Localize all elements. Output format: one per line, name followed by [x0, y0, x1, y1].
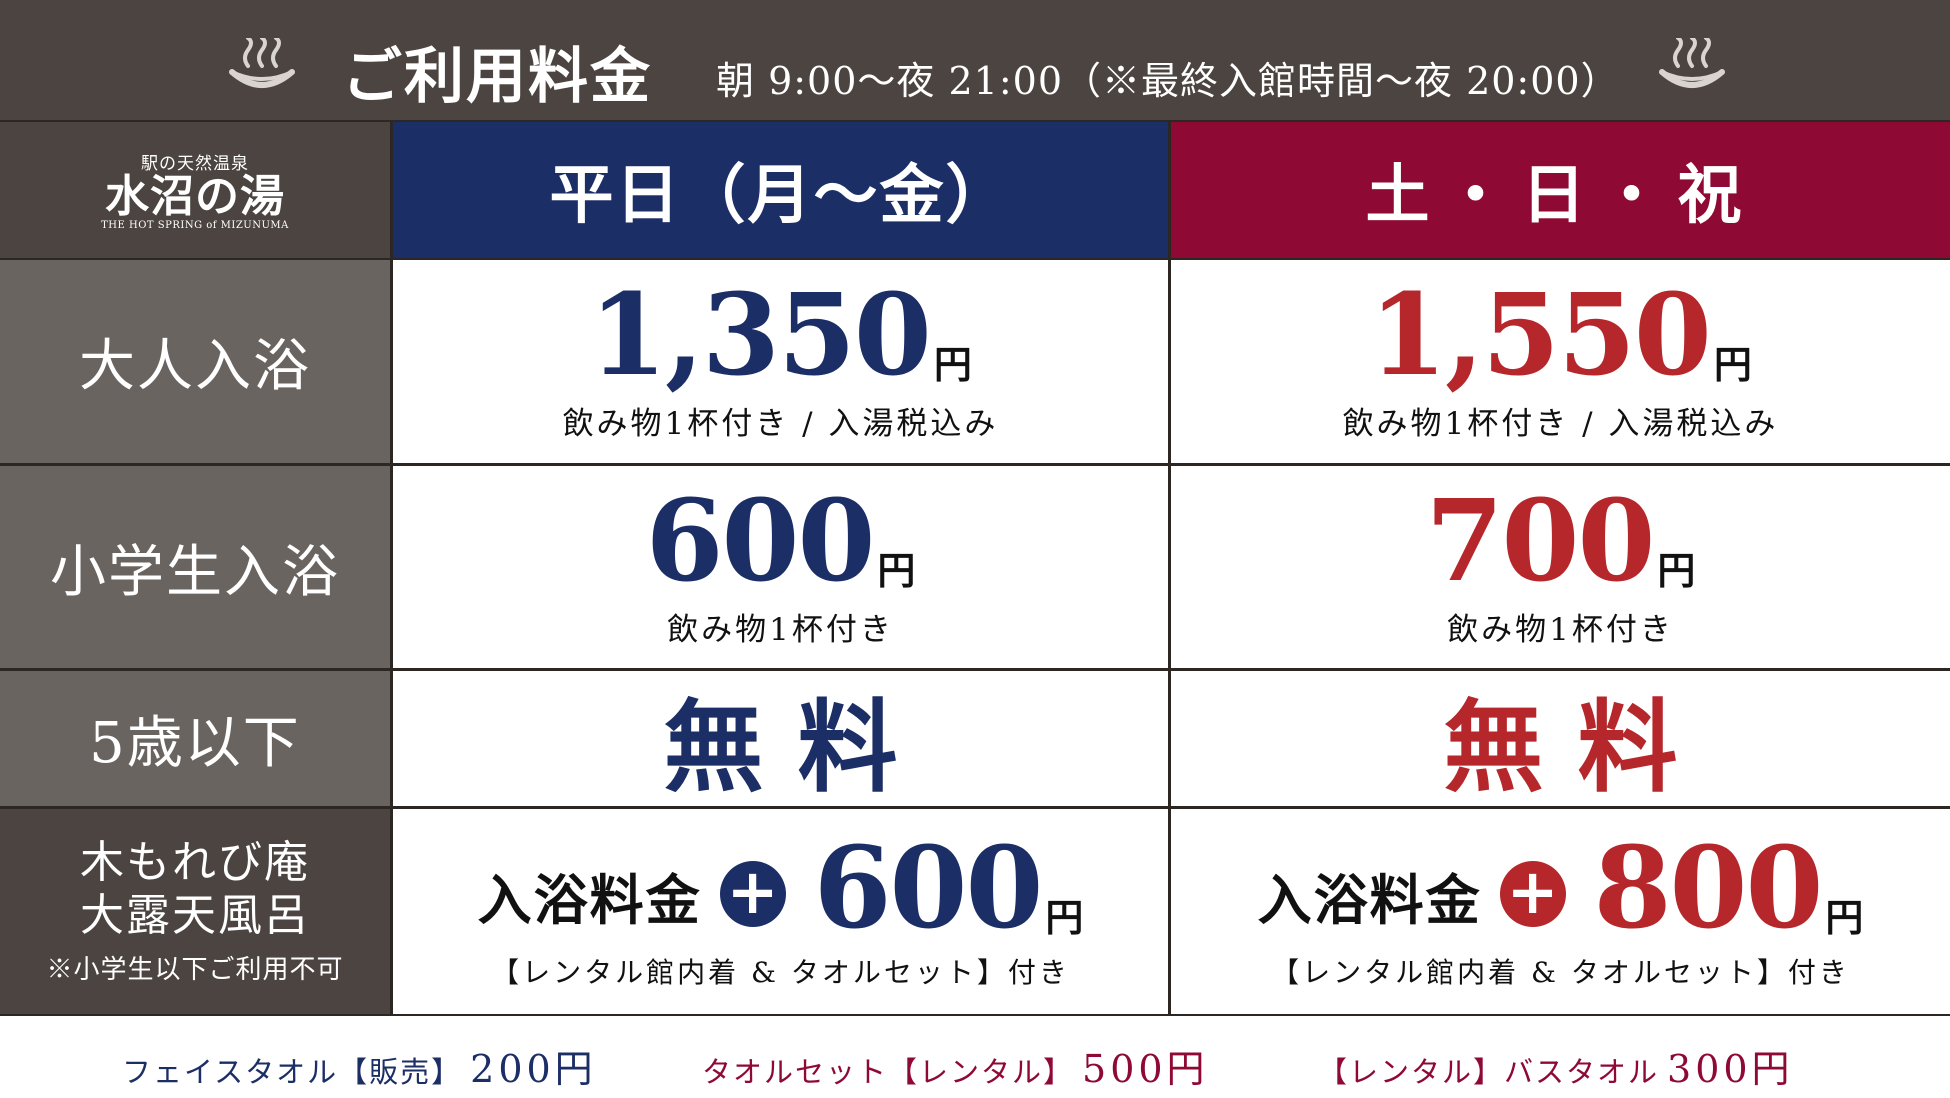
logo-english: THE HOT SPRING of MIZUNUMA [101, 220, 289, 232]
page-title: ご利用料金 [342, 42, 652, 112]
bath-towel-label: 【レンタル】バスタオル [1318, 1055, 1660, 1089]
row-label-child: 小学生入浴 [0, 466, 390, 668]
logo: 駅の天然温泉 水沼の湯 THE HOT SPRING of MIZUNUMA [0, 122, 390, 258]
footer-bath-towel: 【レンタル】バスタオル 300円 [1318, 1038, 1794, 1093]
hot-spring-icon [229, 38, 295, 88]
child-weekend-note: 飲み物1杯付き [1447, 611, 1674, 648]
bath-towel-price: 300円 [1667, 1047, 1794, 1091]
towel-set-label: タオルセット【レンタル】 [702, 1055, 1075, 1089]
yen-unit: 円 [1045, 894, 1084, 940]
row-label-rotenburo: 木もれび庵 大露天風呂 ※小学生以下ご利用不可 [0, 809, 390, 1014]
weekday-header-label: 平日（月〜金） [549, 158, 1012, 233]
bath-fee-label: 入浴料金 [477, 867, 702, 932]
face-towel-label: フェイスタオル【販売】 [122, 1055, 463, 1089]
infant-weekday-cell: 無料 [393, 671, 1168, 806]
rotenburo-weekend-cell: 入浴料金 + 800 円 【レンタル館内着 & タオルセット】付き [1171, 809, 1950, 1014]
rotenburo-weekend-note: 【レンタル館内着 & タオルセット】付き [1271, 955, 1850, 989]
face-towel-price: 200円 [470, 1047, 597, 1091]
row-label-adult-text: 大人入浴 [79, 334, 311, 399]
opening-hours: 朝 9:00〜夜 21:00（※最終入館時間〜夜 20:00） [716, 59, 1620, 103]
adult-weekend-price: 1,550 [1369, 270, 1712, 401]
infant-weekday-free: 無料 [663, 688, 932, 806]
infant-weekend-free: 無料 [1443, 688, 1712, 806]
towel-set-price: 500円 [1082, 1047, 1209, 1091]
row-label-child-text: 小学生入浴 [50, 539, 340, 605]
yen-unit: 円 [1825, 894, 1864, 940]
child-weekday-note: 飲み物1杯付き [667, 611, 894, 648]
plus-circle-icon: + [719, 860, 786, 927]
yen-unit: 円 [1713, 342, 1752, 387]
rotenburo-weekday-note: 【レンタル館内着 & タオルセット】付き [491, 955, 1070, 989]
rotenburo-label-line1: 木もれび庵 [80, 837, 310, 889]
child-weekday-price: 600 [645, 475, 876, 607]
yen-unit: 円 [877, 547, 916, 593]
weekend-header-label: 土・日・祝 [1365, 158, 1756, 233]
child-weekday-cell: 600 円 飲み物1杯付き [393, 466, 1168, 668]
child-weekend-cell: 700 円 飲み物1杯付き [1171, 466, 1950, 668]
logo-name: 水沼の湯 [105, 170, 285, 222]
adult-weekend-cell: 1,550 円 飲み物1杯付き / 入湯税込み [1171, 260, 1950, 463]
infant-weekend-cell: 無料 [1171, 671, 1950, 806]
row-label-infant-text: 5歳以下 [89, 711, 301, 776]
footer-face-towel: フェイスタオル【販売】 200円 [122, 1038, 597, 1093]
adult-weekday-note: 飲み物1杯付き / 入湯税込み [562, 406, 999, 442]
plus-circle-icon: + [1499, 860, 1566, 927]
rotenburo-weekday-cell: 入浴料金 + 600 円 【レンタル館内着 & タオルセット】付き [393, 809, 1168, 1014]
rotenburo-label-note: ※小学生以下ご利用不可 [46, 954, 344, 985]
adult-weekday-price: 1,350 [589, 270, 932, 401]
logo-subtitle: 駅の天然温泉 [141, 153, 249, 174]
weekday-header: 平日（月〜金） [393, 122, 1168, 258]
rotenburo-weekend-price: 800 [1593, 822, 1824, 954]
footer-bar: フェイスタオル【販売】 200円 タオルセット【レンタル】 500円 【レンタル… [0, 1016, 1950, 1098]
rotenburo-label-line2: 大露天風呂 [80, 890, 310, 941]
row-label-infant: 5歳以下 [0, 671, 390, 806]
hot-spring-icon [1659, 38, 1725, 88]
adult-weekend-note: 飲み物1杯付き / 入湯税込み [1342, 406, 1779, 442]
footer-towel-set: タオルセット【レンタル】 500円 [702, 1038, 1209, 1093]
yen-unit: 円 [1657, 547, 1696, 593]
rotenburo-weekday-price: 600 [813, 822, 1044, 954]
row-label-adult: 大人入浴 [0, 260, 390, 463]
adult-weekday-cell: 1,350 円 飲み物1杯付き / 入湯税込み [393, 260, 1168, 463]
header-bar: ご利用料金 朝 9:00〜夜 21:00（※最終入館時間〜夜 20:00） [0, 0, 1950, 120]
bath-fee-label: 入浴料金 [1257, 867, 1482, 932]
weekend-header: 土・日・祝 [1171, 122, 1950, 258]
child-weekend-price: 700 [1425, 475, 1656, 607]
yen-unit: 円 [933, 342, 972, 387]
